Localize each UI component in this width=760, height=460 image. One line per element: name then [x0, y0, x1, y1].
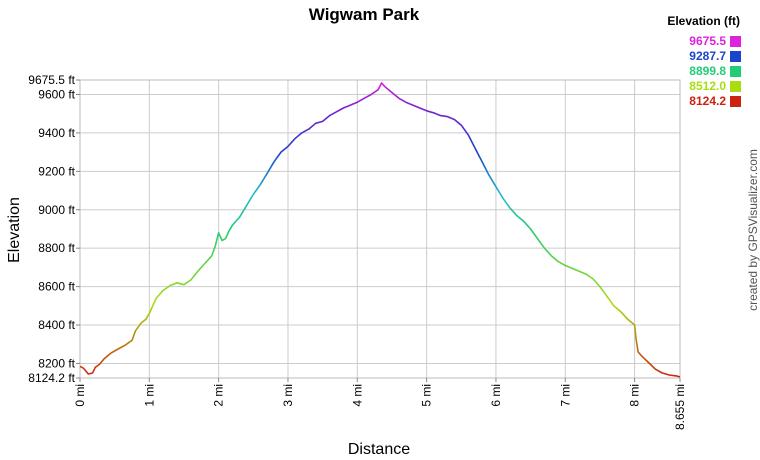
credit-text: created by GPSVisualizer.com	[746, 149, 760, 311]
y-tick-label: 9675.5 ft	[28, 73, 75, 87]
y-tick-label: 8800 ft	[38, 241, 75, 255]
chart-title: Wigwam Park	[309, 5, 420, 24]
y-axis-title: Elevation	[6, 197, 23, 263]
y-tick-label: 9200 ft	[38, 164, 75, 178]
x-tick-label: 4 mi	[350, 384, 364, 407]
legend-swatch	[730, 66, 741, 77]
x-tick-label: 1 mi	[142, 384, 156, 407]
legend-entry-label: 8124.2	[689, 94, 726, 108]
legend-entry-label: 8512.0	[689, 79, 726, 93]
y-tick-label: 8600 ft	[38, 280, 75, 294]
x-tick-label: 3 mi	[281, 384, 295, 407]
elevation-series-line	[79, 82, 681, 378]
x-tick-label: 7 mi	[558, 384, 572, 407]
legend-swatch	[730, 51, 741, 62]
legend-entry-label: 8899.8	[689, 64, 726, 78]
x-tick-label: 8 mi	[628, 384, 642, 407]
grid-lines	[79, 79, 681, 379]
legend-swatch	[730, 36, 741, 47]
x-tick-label: 5 mi	[420, 384, 434, 407]
legend-title: Elevation (ft)	[667, 14, 740, 28]
y-tick-label: 8124.2 ft	[28, 371, 75, 385]
y-tick-label: 9400 ft	[38, 126, 75, 140]
x-tick-label: 0 mi	[73, 384, 87, 407]
legend-entry-label: 9675.5	[689, 34, 726, 48]
y-tick-label: 9600 ft	[38, 88, 75, 102]
legend-swatch	[730, 96, 741, 107]
y-tick-label: 9000 ft	[38, 203, 75, 217]
x-axis-title: Distance	[348, 441, 410, 458]
plot-frame	[79, 79, 681, 379]
x-tick-label: 8.655 mi	[673, 384, 687, 430]
legend-swatch	[730, 81, 741, 92]
x-tick-label: 2 mi	[212, 384, 226, 407]
x-tick-label: 6 mi	[489, 384, 503, 407]
y-tick-label: 8400 ft	[38, 318, 75, 332]
x-axis-ticks: 0 mi 1 mi 2 mi 3 mi 4 mi 5 mi 6 mi 7 mi 8 mi 8.65…	[73, 378, 687, 430]
y-tick-label: 8200 ft	[38, 356, 75, 370]
legend-entry-label: 9287.7	[689, 49, 726, 63]
